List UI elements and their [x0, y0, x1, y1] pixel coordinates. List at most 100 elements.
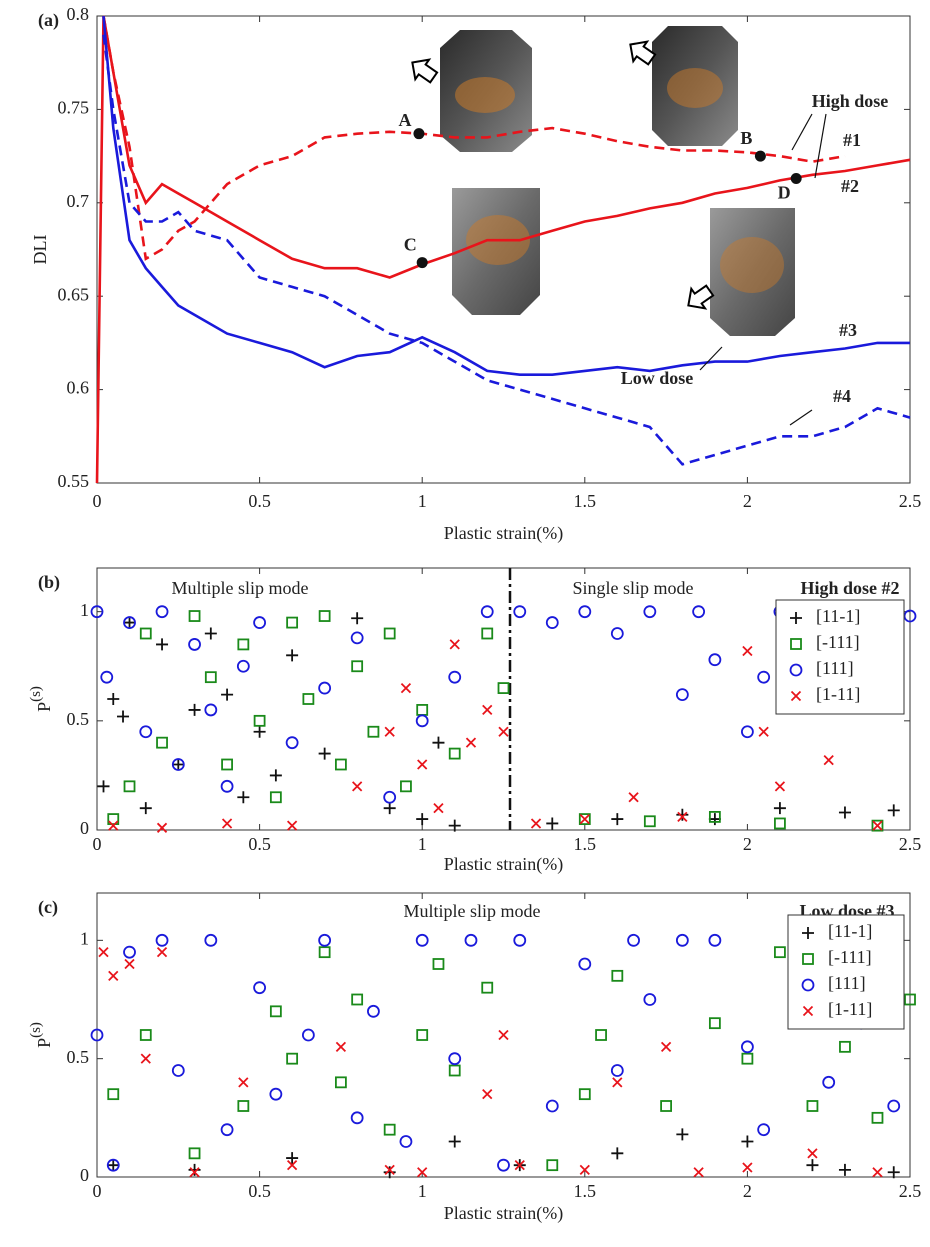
annotation: #4	[833, 386, 851, 406]
marker	[578, 813, 591, 825]
marker	[286, 1052, 299, 1065]
marker	[383, 790, 397, 804]
point-label: C	[404, 235, 417, 255]
y-tick-label: 0.7	[67, 191, 90, 211]
marker	[741, 1040, 754, 1054]
marker	[789, 663, 803, 677]
marker	[676, 808, 689, 821]
marker	[238, 1077, 249, 1088]
panel-label: (a)	[38, 10, 59, 31]
point-label: B	[740, 128, 752, 148]
marker	[742, 645, 753, 657]
marker	[189, 1167, 200, 1178]
y-tick-label: 0.6	[67, 378, 90, 398]
y-tick-label: 0	[80, 818, 89, 838]
line-series	[102, 15, 910, 376]
marker	[660, 1041, 672, 1052]
marker	[237, 638, 250, 651]
marker	[139, 627, 152, 640]
marker	[481, 981, 494, 994]
marker	[708, 653, 722, 667]
marker	[675, 933, 689, 947]
annotation: #2	[841, 176, 859, 196]
legend-label: [-111]	[828, 947, 872, 967]
marker	[123, 616, 136, 629]
marker	[839, 1040, 851, 1053]
marker	[708, 813, 721, 826]
x-tick-label: 1.5	[574, 834, 597, 854]
marker	[774, 817, 786, 830]
marker	[464, 933, 478, 947]
x-tick-label: 1	[418, 834, 427, 854]
marker	[498, 726, 509, 737]
annotation: #1	[843, 130, 861, 150]
marker	[415, 714, 429, 728]
marker	[415, 933, 429, 947]
marker	[123, 780, 136, 793]
marker	[482, 704, 493, 716]
inset-arrow	[411, 58, 439, 84]
marker	[433, 803, 444, 814]
marker	[708, 933, 722, 947]
marker	[269, 1005, 282, 1018]
legend-label: [1-11]	[816, 684, 860, 704]
marker	[790, 612, 802, 624]
marker	[156, 947, 168, 958]
marker	[236, 659, 250, 673]
marker	[676, 1128, 689, 1141]
inset-feature	[667, 68, 723, 108]
marker	[790, 690, 802, 702]
marker	[693, 1167, 704, 1178]
marker	[416, 704, 429, 716]
marker	[221, 758, 233, 771]
x-tick-label: 2	[743, 491, 752, 511]
marker	[432, 958, 445, 970]
marker	[448, 747, 461, 760]
marker	[400, 682, 412, 694]
legend-label: [111]	[816, 658, 854, 678]
legend: [11-1] [-111] [111] [1-11]	[787, 914, 905, 1030]
marker	[237, 1100, 250, 1112]
line-series	[95, 15, 911, 484]
marker	[801, 978, 815, 992]
x-tick-label: 1	[418, 1181, 427, 1201]
marker	[448, 1135, 461, 1148]
marker	[741, 1135, 754, 1148]
state-point	[413, 128, 425, 140]
pointer-arrow	[814, 113, 827, 179]
marker	[643, 605, 657, 619]
y-axis-label-superscript: (s)	[28, 1022, 44, 1038]
x-tick-label: 1.5	[574, 491, 597, 511]
marker	[351, 660, 364, 673]
y-tick-label: 0.75	[58, 98, 90, 118]
x-tick-label: 0	[93, 491, 102, 511]
plot-frame	[96, 567, 911, 831]
marker	[383, 1123, 396, 1136]
y-tick-label: 1	[80, 928, 89, 948]
marker	[100, 670, 114, 684]
marker	[741, 725, 754, 739]
marker	[448, 1052, 462, 1066]
marker	[108, 820, 119, 831]
insets	[411, 26, 795, 336]
marker	[350, 1111, 364, 1125]
marker	[432, 736, 445, 749]
marker	[546, 1159, 559, 1172]
marker	[318, 610, 331, 622]
marker	[545, 616, 559, 629]
marker	[448, 819, 461, 832]
inset-image	[710, 208, 795, 336]
marker	[204, 671, 217, 684]
x-tick-label: 0.5	[248, 1181, 271, 1201]
marker	[108, 970, 119, 981]
marker	[595, 1029, 607, 1041]
marker	[514, 1160, 525, 1171]
marker	[367, 725, 380, 738]
marker	[269, 791, 282, 804]
marker	[448, 1064, 461, 1077]
annotation: Multiple slip mode	[172, 578, 309, 598]
marker	[384, 726, 395, 737]
state-point	[790, 173, 802, 185]
marker	[578, 1088, 591, 1101]
